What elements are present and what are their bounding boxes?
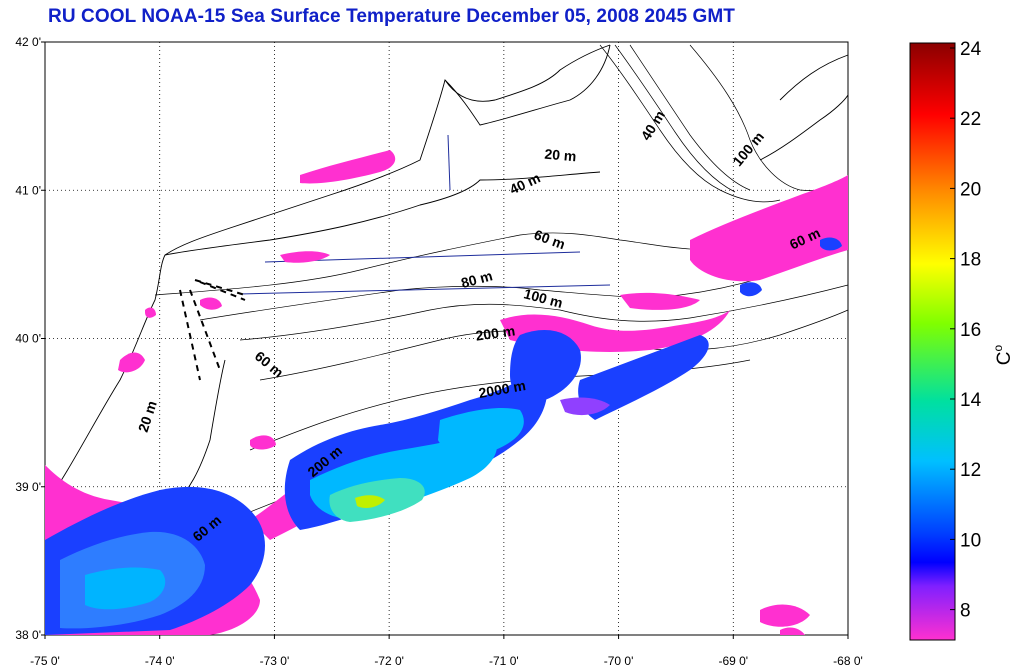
x-tick-label: -72 0' <box>374 654 404 668</box>
y-axis-labels: 38 0' 39 0' 40 0' 41 0' 42 0' <box>15 35 45 642</box>
y-tick-label: 42 0' <box>15 35 41 49</box>
x-tick-label: -74 0' <box>145 654 175 668</box>
dashed-channels <box>179 279 246 381</box>
contour-label: 80 m <box>459 267 494 291</box>
x-axis-labels: -75 0' -74 0' -73 0' -72 0' -71 0' -70 0' -69 … <box>30 635 863 668</box>
map-title: RU COOL NOAA-15 Sea Surface Temperature … <box>48 6 736 27</box>
colorbar-gradient <box>909 42 956 641</box>
y-tick-label: 41 0' <box>15 183 41 197</box>
x-tick-label: -71 0' <box>489 654 519 668</box>
contour-label: 200 m <box>475 322 517 343</box>
colorbar-ticks: 24 22 20 18 16 14 12 10 8 <box>950 39 982 622</box>
colorbar-tick-label: 20 <box>960 179 981 200</box>
x-tick-label: -75 0' <box>30 654 60 668</box>
contour-label: 20 m <box>544 146 577 165</box>
colorbar-unit: C <box>994 351 1015 365</box>
colorbar-tick-label: 18 <box>960 250 981 271</box>
colorbar-tick-label: 24 <box>960 39 982 60</box>
colorbar-tick-label: 10 <box>960 530 981 551</box>
sst-blue-patches <box>45 237 842 635</box>
colorbar-tick-label: 12 <box>960 460 981 481</box>
colorbar-tick-label: 8 <box>960 601 971 622</box>
y-tick-label: 40 0' <box>15 332 41 346</box>
colorbar-tick-label: 16 <box>960 320 981 341</box>
colorbar-unit-superscript: o <box>991 344 1005 351</box>
y-tick-label: 38 0' <box>15 628 41 642</box>
colorbar-unit-label: Co <box>991 344 1015 365</box>
y-tick-label: 39 0' <box>15 480 41 494</box>
x-tick-label: -70 0' <box>604 654 634 668</box>
colorbar-tick-label: 14 <box>960 390 982 411</box>
colorbar-tick-label: 22 <box>960 109 981 130</box>
shipping-lanes <box>239 134 611 295</box>
x-tick-label: -69 0' <box>718 654 748 668</box>
x-tick-label: -73 0' <box>260 654 290 668</box>
x-tick-label: -68 0' <box>833 654 863 668</box>
